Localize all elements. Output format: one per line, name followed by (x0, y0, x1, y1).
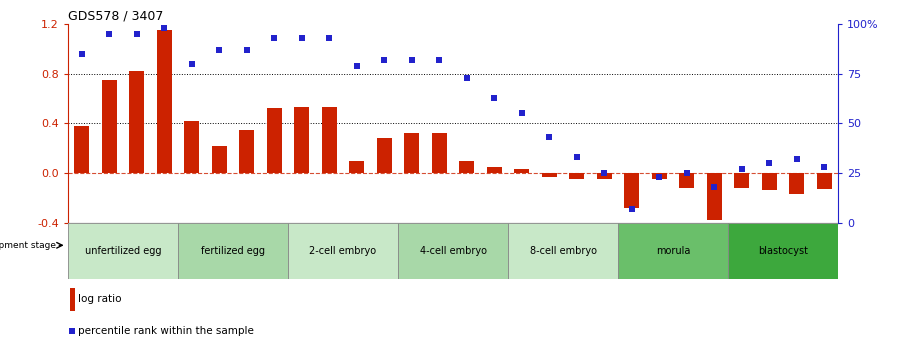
Bar (68, 223, 178, 279)
Bar (239, 129, 255, 173)
Text: 4-cell embryo: 4-cell embryo (419, 246, 487, 256)
Text: log ratio: log ratio (78, 294, 121, 304)
Bar (515, 169, 529, 173)
Bar (508, 223, 618, 279)
Bar (789, 173, 805, 194)
Bar (542, 173, 557, 177)
Bar (734, 173, 749, 188)
Bar (404, 133, 419, 173)
Bar (74, 126, 90, 173)
Bar (680, 173, 694, 188)
Bar (569, 173, 584, 179)
Bar (816, 173, 832, 189)
Text: 2-cell embryo: 2-cell embryo (310, 246, 377, 256)
Bar (288, 223, 398, 279)
Text: morula: morula (656, 246, 690, 256)
Text: development stage: development stage (0, 241, 56, 250)
Bar (762, 173, 776, 190)
Bar (707, 173, 722, 220)
Bar (459, 160, 475, 173)
Bar (212, 146, 226, 173)
Text: fertilized egg: fertilized egg (201, 246, 265, 256)
Text: percentile rank within the sample: percentile rank within the sample (78, 326, 254, 336)
Bar (377, 138, 391, 173)
Bar (398, 223, 508, 279)
Bar (101, 80, 117, 173)
Bar (70, 288, 75, 311)
Text: 8-cell embryo: 8-cell embryo (529, 246, 596, 256)
Bar (157, 30, 172, 173)
Bar (618, 223, 728, 279)
Text: unfertilized egg: unfertilized egg (84, 246, 161, 256)
Bar (294, 107, 309, 173)
Bar (349, 160, 364, 173)
Bar (322, 107, 337, 173)
Bar (266, 108, 282, 173)
Bar (487, 167, 502, 173)
Bar (178, 223, 288, 279)
Bar (431, 133, 447, 173)
Bar (651, 173, 667, 179)
Bar (184, 121, 199, 173)
Bar (597, 173, 612, 179)
Bar (130, 71, 144, 173)
Bar (728, 223, 838, 279)
Text: blastocyst: blastocyst (758, 246, 808, 256)
Bar (624, 173, 640, 208)
Text: GDS578 / 3407: GDS578 / 3407 (68, 10, 163, 23)
